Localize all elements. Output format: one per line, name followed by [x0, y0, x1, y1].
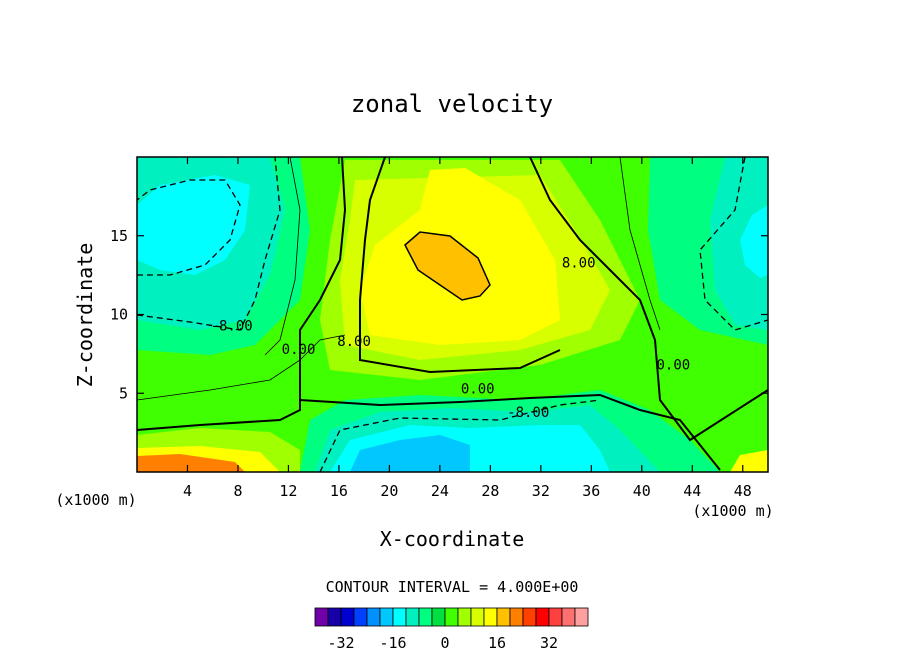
field-boundary-3 [137, 454, 245, 472]
y-axis-label: Z-coordinate [73, 243, 97, 388]
colorbar-swatch [379, 607, 394, 627]
x-tick-label: 44 [683, 482, 701, 500]
x-tick-label: 40 [633, 482, 651, 500]
colorbar-swatch [496, 607, 511, 627]
colorbar-tick-label: -32 [327, 634, 354, 652]
colorbar-swatch [418, 607, 433, 627]
colorbar-swatch [522, 607, 537, 627]
colorbar-tick-label: 32 [540, 634, 558, 652]
x-tick-label: 12 [279, 482, 297, 500]
field-low-min [350, 435, 470, 472]
colorbar [314, 607, 589, 627]
y-tick-label: 15 [110, 227, 128, 245]
contour-label-layer: -8.00 0.00 8.00 0.00 -8.00 8.00 0.00 [211, 255, 691, 421]
chart-title: zonal velocity [351, 90, 553, 118]
colorbar-swatch [535, 607, 550, 627]
colorbar-swatch [314, 607, 329, 627]
colorbar-swatch [405, 607, 420, 627]
contour-line-thin-3 [137, 334, 346, 401]
field-min-east [740, 205, 768, 278]
colorbar-swatch [366, 607, 381, 627]
colorbar-swatch [509, 607, 524, 627]
x-tick-label: 20 [380, 482, 398, 500]
colorbar-swatch [470, 607, 485, 627]
field-core-max [404, 231, 491, 301]
contour-line-zero-north [359, 157, 561, 374]
contour-label: -8.00 [211, 318, 253, 334]
contour-label: 0.00 [461, 381, 495, 397]
contour-line-neg-west [137, 157, 281, 331]
contour-line-zero-low [299, 393, 721, 471]
colorbar-swatch [483, 607, 498, 627]
colorbar-swatch [431, 607, 446, 627]
contour-label: 0.00 [656, 358, 690, 374]
contour-label: -8.00 [507, 405, 549, 421]
contour-line-zero-east [529, 157, 768, 442]
x-tick-label: 36 [582, 482, 600, 500]
contour-label: 0.00 [282, 342, 316, 358]
x-tick-label: 4 [183, 482, 192, 500]
y-tick-label: 10 [110, 306, 128, 324]
x-axis-label: X-coordinate [380, 527, 525, 551]
contour-lines [137, 157, 768, 472]
x-tick-label: 48 [734, 482, 752, 500]
x-units-left: (x1000 m) [55, 491, 136, 509]
field-boundary-east [730, 450, 768, 472]
colorbar-swatch [574, 607, 589, 627]
contour-line-thin-2 [619, 157, 661, 331]
field-band-east-inner [710, 157, 768, 330]
contour-field: -8.00 0.00 8.00 0.00 -8.00 8.00 0.00 [137, 157, 768, 472]
x-tick-label: 8 [233, 482, 242, 500]
colorbar-ticks: -32 -16 0 16 32 [327, 634, 558, 652]
colorbar-tick-label: -16 [379, 634, 406, 652]
contour-label: 8.00 [337, 334, 371, 350]
x-axis-ticks: 4 8 12 16 20 24 28 32 36 40 44 48 [183, 157, 752, 500]
contour-line-neg-east [699, 157, 768, 331]
contour-line-zero-west [137, 157, 347, 431]
colorbar-swatch [392, 607, 407, 627]
field-min-west [137, 175, 250, 275]
colorbar-swatch [561, 607, 576, 627]
colorbar-tick-label: 16 [488, 634, 506, 652]
colorbar-swatch [548, 607, 563, 627]
colorbar-swatch [444, 607, 459, 627]
colorbar-swatch [327, 607, 342, 627]
contour-line-neg-min-west [137, 179, 241, 276]
contour-interval-text: CONTOUR INTERVAL = 4.000E+00 [326, 578, 579, 596]
x-tick-label: 24 [431, 482, 449, 500]
y-axis-ticks: 5 10 15 [110, 227, 768, 402]
colorbar-swatch [457, 607, 472, 627]
contour-line-thin-1 [264, 157, 301, 356]
colorbar-swatch [353, 607, 368, 627]
x-tick-label: 28 [481, 482, 499, 500]
x-units-right: (x1000 m) [692, 502, 773, 520]
contour-label: 8.00 [562, 255, 596, 271]
x-tick-label: 16 [330, 482, 348, 500]
y-tick-label: 5 [119, 384, 128, 402]
colorbar-tick-label: 0 [440, 634, 449, 652]
x-tick-label: 32 [532, 482, 550, 500]
colorbar-swatch [340, 607, 355, 627]
